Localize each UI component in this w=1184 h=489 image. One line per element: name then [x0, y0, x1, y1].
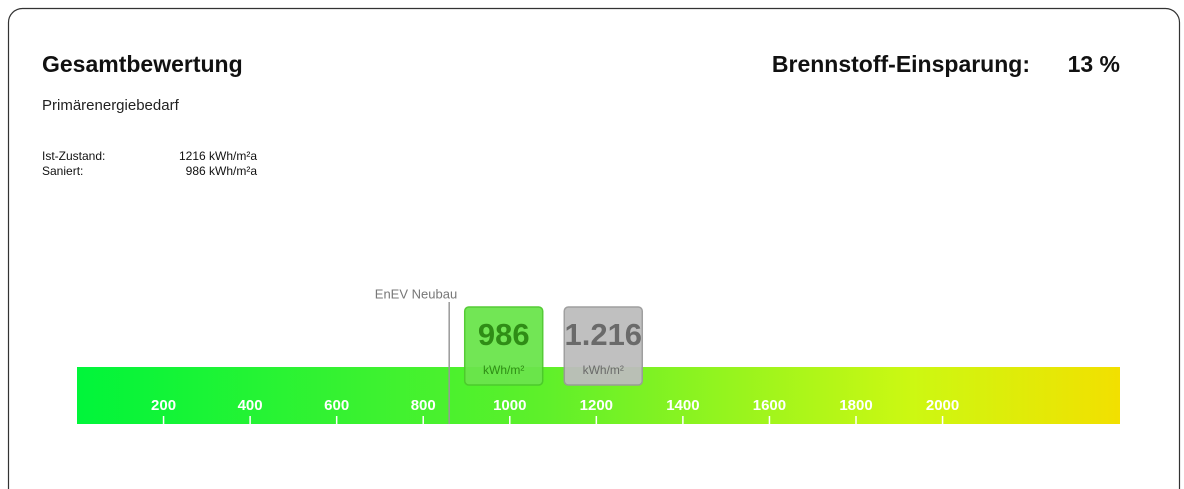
row-value: 1216 kWh/m²a — [179, 149, 257, 163]
marker-value: 986 — [478, 317, 530, 352]
reference-label: EnEV Neubau — [375, 286, 457, 301]
tick-label: 1400 — [666, 397, 699, 414]
tick-label: 800 — [411, 397, 436, 414]
tick-label: 200 — [151, 397, 176, 414]
subtitle: Primärenergiebedarf — [42, 97, 180, 114]
tick-label: 2000 — [926, 397, 959, 414]
marker-unit: kWh/m² — [483, 363, 524, 377]
savings-label: Brennstoff-Einsparung: — [772, 51, 1030, 77]
row-label: Ist-Zustand: — [42, 149, 105, 163]
title: Gesamtbewertung — [42, 51, 243, 77]
marker-box — [563, 306, 644, 386]
marker-box — [463, 306, 544, 386]
row-label: Saniert: — [42, 164, 83, 178]
savings-value: 13 % — [1068, 51, 1120, 77]
tick-label: 1600 — [753, 397, 786, 414]
marker-unit: kWh/m² — [583, 363, 624, 377]
marker-value: 1.216 — [564, 317, 642, 352]
row-value: 986 kWh/m²a — [186, 164, 258, 178]
tick-label: 400 — [238, 397, 263, 414]
tick-label: 600 — [324, 397, 349, 414]
tick-label: 1200 — [580, 397, 613, 414]
tick-label: 1000 — [493, 397, 526, 414]
tick-label: 1800 — [839, 397, 872, 414]
